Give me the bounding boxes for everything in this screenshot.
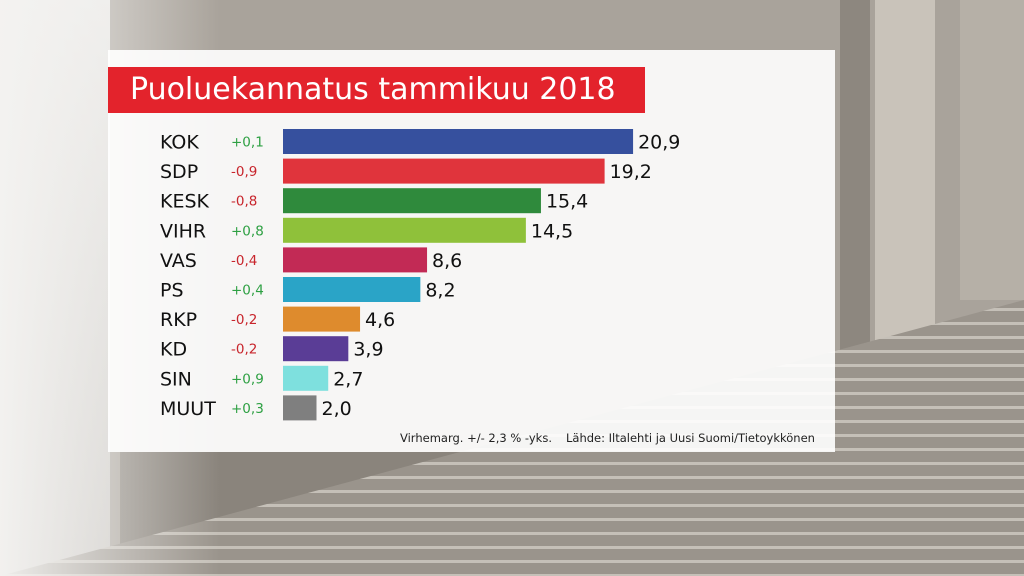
chart-title: Puoluekannatus tammikuu 2018 [130, 72, 616, 107]
change-label-sdp: -0,9 [231, 164, 257, 180]
value-label-sin: 2,7 [333, 368, 363, 390]
value-label-vas: 8,6 [432, 250, 462, 272]
source-note: Lähde: Iltalehti ja Uusi Suomi/Tietoykkö… [566, 431, 815, 445]
chart-panel [108, 50, 835, 452]
bar-ps [283, 277, 421, 302]
error-margin-note: Virhemarg. +/- 2,3 % -yks. [400, 431, 552, 445]
value-label-kok: 20,9 [638, 132, 680, 154]
change-label-sin: +0,9 [231, 371, 264, 387]
value-label-kesk: 15,4 [546, 191, 588, 213]
bar-muut [283, 395, 317, 421]
bar-vihr [283, 217, 526, 243]
party-label-vihr: VIHR [160, 220, 206, 242]
party-label-sin: SIN [160, 368, 192, 390]
change-label-kesk: -0,8 [231, 194, 257, 210]
bar-rkp [283, 306, 361, 332]
party-label-muut: MUUT [160, 398, 216, 420]
bar-sdp [283, 158, 605, 184]
party-label-sdp: SDP [160, 161, 198, 183]
party-label-kd: KD [160, 339, 187, 361]
change-label-kd: -0,2 [231, 342, 257, 358]
bar-sin [283, 365, 329, 391]
bar-kd [283, 336, 349, 362]
value-label-sdp: 19,2 [610, 161, 652, 183]
value-label-kd: 3,9 [353, 339, 383, 361]
change-label-vihr: +0,8 [231, 223, 264, 239]
change-label-kok: +0,1 [231, 135, 264, 151]
bar-kok [283, 129, 634, 154]
value-label-ps: 8,2 [425, 280, 455, 302]
value-label-rkp: 4,6 [365, 309, 395, 331]
change-label-vas: -0,4 [231, 253, 257, 269]
title-box: Puoluekannatus tammikuu 2018 [108, 67, 645, 113]
value-label-vihr: 14,5 [531, 220, 573, 242]
party-label-kok: KOK [160, 132, 199, 154]
change-label-rkp: -0,2 [231, 312, 257, 328]
change-label-ps: +0,4 [231, 283, 264, 299]
party-label-vas: VAS [160, 250, 197, 272]
value-label-muut: 2,0 [322, 398, 352, 420]
change-label-muut: +0,3 [231, 401, 264, 417]
bar-kesk [283, 188, 541, 214]
party-label-rkp: RKP [160, 309, 197, 331]
bar-vas [283, 247, 428, 273]
party-label-ps: PS [160, 280, 184, 302]
party-label-kesk: KESK [160, 191, 210, 213]
